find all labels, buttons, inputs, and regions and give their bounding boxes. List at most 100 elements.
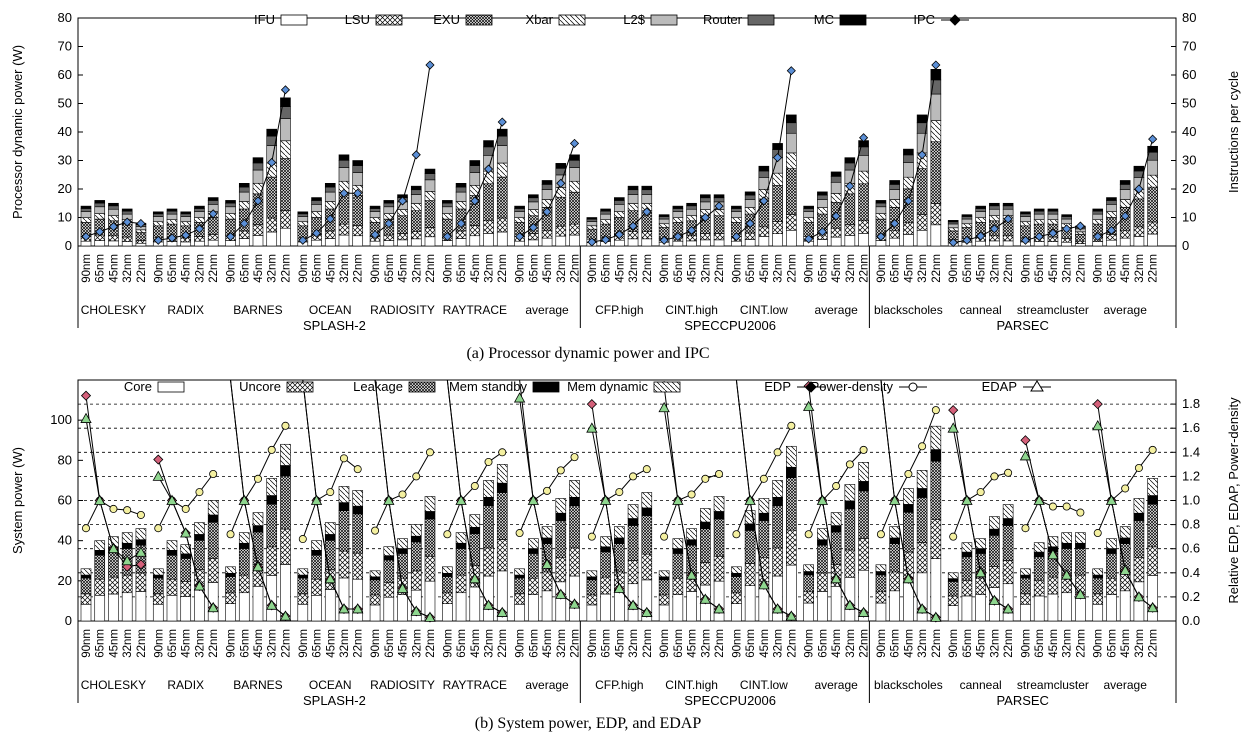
a-bar-segment — [383, 202, 395, 208]
a-bar-segment — [600, 223, 611, 238]
b-power-density-point — [845, 460, 854, 469]
a-bar-segment — [975, 208, 986, 212]
b-bar-segment — [1033, 551, 1045, 558]
b-bar-segment — [324, 540, 336, 571]
a-bar-segment — [280, 227, 291, 247]
a-bar-segment — [875, 240, 887, 247]
a-node-label: 22nm — [136, 254, 148, 283]
a-bar-segment — [338, 223, 350, 236]
a-bar-segment — [1033, 241, 1045, 247]
b-bar-segment — [152, 568, 164, 576]
a-ipc-point — [962, 235, 972, 245]
a-node-label: 32nm — [628, 254, 640, 283]
a-node-label: 45nm — [1120, 254, 1132, 283]
a-ipc-point — [876, 232, 886, 242]
b-edap-point — [496, 606, 508, 617]
a-bar-segment — [713, 239, 725, 247]
a-bar-segment — [930, 93, 942, 121]
b-y2-tick-label: 1.6 — [1182, 420, 1200, 435]
a-ipc-point — [731, 232, 741, 242]
a-bar-segment — [803, 211, 814, 218]
b-node-label: 22nm — [208, 629, 220, 658]
a-bar-segment — [311, 197, 322, 201]
b-benchmark-label: OCEAN — [309, 678, 352, 692]
a-bar-segment — [135, 232, 147, 241]
b-bar-segment — [225, 592, 236, 604]
a-bar-segment — [641, 231, 653, 240]
b-edap-point — [121, 554, 133, 566]
b-edap-point — [672, 494, 684, 505]
a-benchmark-label: RAYTRACE — [443, 303, 507, 317]
chart-a: 0 10 20 30 40 50 60 70 80 0 10 20 30 40 50 60 70 80 Proces… — [10, 10, 1241, 333]
b-bar-segment — [1133, 512, 1145, 521]
a-bar-segment — [207, 239, 219, 247]
a-node-label: 45nm — [831, 254, 843, 283]
a-bar-segment — [442, 202, 453, 208]
a-node-label: 22nm — [570, 254, 582, 283]
a-node-label: 45nm — [253, 254, 265, 283]
a-bar-segment — [225, 200, 236, 204]
a-bar-segment — [1133, 198, 1145, 228]
a-ipc-point — [1075, 221, 1085, 231]
a-bar-segment — [555, 163, 567, 169]
b-bar-segment — [700, 508, 711, 523]
a-node-label: 45nm — [181, 254, 193, 283]
b-legend-label: Power-density — [811, 379, 894, 394]
b-bar-segment — [280, 528, 291, 565]
b-bar-segment — [121, 542, 133, 549]
b-node-label: 22nm — [642, 629, 654, 658]
b-edap-point — [352, 603, 364, 614]
a-ipc-point — [353, 188, 363, 198]
b-node-label: 22nm — [786, 629, 798, 658]
b-bar-segment — [94, 554, 106, 580]
b-power-density-point — [918, 442, 927, 451]
b-bar-segment — [194, 522, 205, 535]
b-power-density-line — [157, 473, 214, 529]
b-bar-segment — [686, 591, 697, 622]
a-bar-segment — [903, 222, 914, 235]
b-bar-segment — [238, 592, 250, 622]
b-bar-segment — [555, 520, 567, 558]
b-edp-point — [586, 399, 597, 410]
b-edp-point — [1020, 435, 1031, 446]
a-y2-tick-label: 40 — [1182, 124, 1196, 139]
a-bar-segment — [80, 208, 92, 212]
a-benchmark-label: OCEAN — [309, 303, 352, 317]
a-bar-segment — [1002, 240, 1014, 247]
a-ipc-point — [397, 196, 408, 206]
a-y-tick-label: 80 — [58, 10, 72, 25]
a-bar-segment — [1047, 210, 1059, 215]
b-node-label: 32nm — [989, 629, 1001, 658]
a-bar-segment — [297, 211, 309, 215]
b-bar-segment — [600, 546, 611, 553]
a-bar-segment — [469, 172, 481, 186]
caption-b: (b) System power, EDP, and EDAP — [475, 715, 702, 732]
a-bar-segment — [786, 122, 797, 134]
b-bar-segment — [731, 592, 742, 604]
a-bar-segment — [1147, 233, 1158, 247]
b-bar-segment — [1033, 556, 1045, 581]
a-bar-segment — [844, 235, 856, 247]
b-bar-segment — [875, 574, 887, 593]
b-bar-segment — [817, 539, 828, 546]
b-bar-segment — [830, 512, 842, 526]
b-edap-point — [541, 558, 553, 569]
a-bar-segment — [658, 218, 670, 225]
b-node-label: 90nm — [298, 629, 310, 658]
a-node-label: 32nm — [917, 254, 929, 283]
b-node-label: 65nm — [745, 629, 757, 658]
a-node-label: 90nm — [226, 254, 238, 283]
a-legend-label: L2$ — [623, 12, 645, 27]
b-bar-segment — [889, 526, 900, 539]
a-y2-tick-label: 30 — [1182, 153, 1196, 168]
b-bar-segment — [410, 524, 422, 537]
a-bar-segment — [442, 213, 453, 220]
b-bar-segment — [252, 525, 264, 533]
b-bar-segment — [455, 542, 467, 549]
b-bar-segment — [311, 594, 322, 622]
b-bar-segment — [252, 512, 264, 526]
a-benchmark-label: CINT.high — [665, 303, 718, 317]
b-bar-segment — [338, 577, 350, 622]
a-bar-segment — [541, 184, 553, 190]
a-bar-segment — [700, 239, 711, 247]
